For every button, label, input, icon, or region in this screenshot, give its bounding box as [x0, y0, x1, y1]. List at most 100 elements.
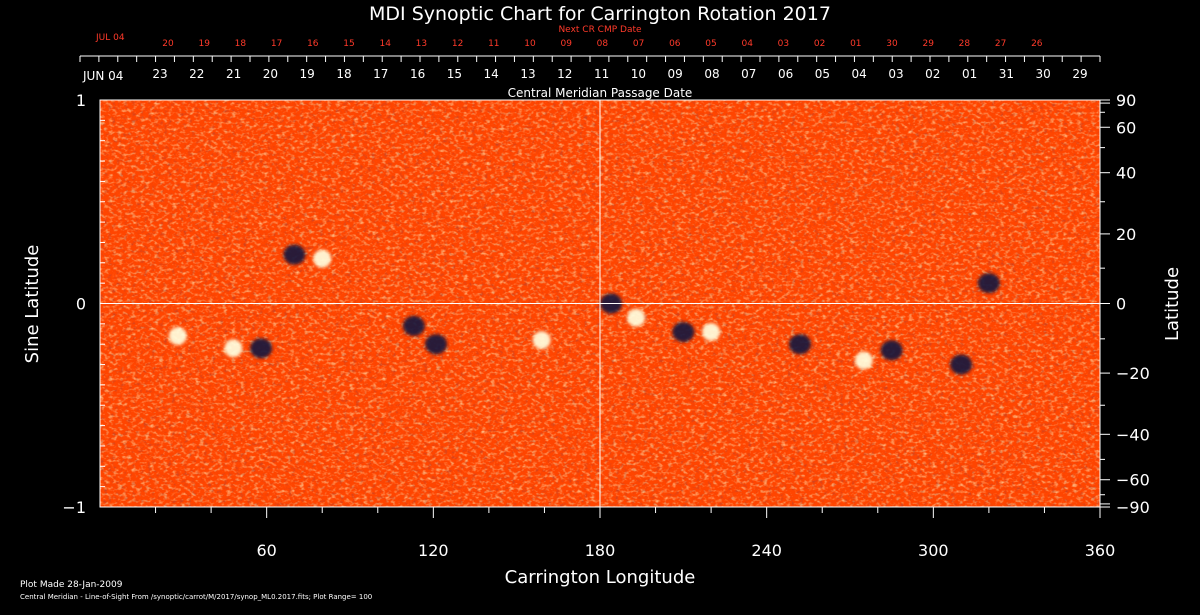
x-tick-label: 60 — [256, 541, 276, 560]
top-tick-label: 06 — [669, 39, 681, 49]
date-tick-label: 31 — [999, 67, 1014, 81]
date-tick-label: 20 — [263, 67, 278, 81]
negative-region — [950, 354, 973, 375]
top-tick-label: 08 — [597, 39, 609, 49]
top-tick-label: 26 — [1031, 39, 1043, 49]
top-tick-label: 30 — [886, 39, 898, 49]
positive-region — [627, 308, 646, 327]
y2-tick-label: 60 — [1116, 118, 1136, 137]
date-axis-label: Central Meridian Passage Date — [508, 86, 693, 100]
top-tick-label: 20 — [162, 39, 174, 49]
x-tick-label: 180 — [585, 541, 616, 560]
negative-region — [880, 340, 903, 361]
x-tick-label: 120 — [418, 541, 449, 560]
plot-made-note: Plot Made 28-Jan-2009 — [20, 580, 123, 590]
negative-region — [425, 334, 448, 355]
x-tick-label: 240 — [751, 541, 782, 560]
date-tick-label: 11 — [594, 67, 609, 81]
y2-tick-label: −20 — [1116, 364, 1150, 383]
y2-tick-label: 90 — [1116, 91, 1136, 110]
date-axis-ticks: 23 22 21 20 19 18 17 16 15 14 13 12 11 10 09 08 07 06 05 04… — [79, 55, 1101, 81]
date-tick-label: 09 — [668, 67, 683, 81]
x-tick-label: 300 — [918, 541, 949, 560]
y2-tick-label: 0 — [1116, 295, 1126, 314]
negative-region — [789, 334, 811, 355]
date-tick-label: 05 — [815, 67, 830, 81]
y-tick-label: 1 — [76, 91, 86, 110]
y2-tick-label: 40 — [1116, 164, 1136, 183]
y2-axis-label: Latitude — [1162, 267, 1183, 341]
positive-region — [168, 327, 187, 346]
top-tick-label: 17 — [271, 39, 282, 49]
negative-region — [977, 273, 1000, 294]
y-tick-label: −1 — [62, 498, 86, 517]
top-tick-label: 19 — [198, 39, 210, 49]
source-note: Central Meridian - Line-of-Sight From /s… — [20, 593, 372, 601]
chart-title: MDI Synoptic Chart for Carrington Rotati… — [369, 3, 831, 25]
date-tick-label: 16 — [410, 67, 425, 81]
map-area — [100, 100, 1100, 507]
top-tick-label: 02 — [814, 39, 825, 49]
date-axis-month: JUN 04 — [82, 69, 123, 83]
date-tick-label: 12 — [557, 67, 572, 81]
positive-region — [313, 249, 332, 268]
negative-region — [672, 321, 695, 342]
date-tick-label: 23 — [152, 67, 167, 81]
date-tick-label: 03 — [888, 67, 903, 81]
top-tick-label: 29 — [922, 39, 934, 49]
y-axis-ticks: −1 0 1 — [62, 91, 110, 517]
date-tick-label: 06 — [778, 67, 793, 81]
date-tick-label: 15 — [447, 67, 462, 81]
date-tick-label: 02 — [925, 67, 940, 81]
x-axis-label: Carrington Longitude — [505, 567, 696, 588]
date-tick-label: 18 — [336, 67, 351, 81]
positive-region — [702, 322, 721, 341]
top-tick-label: 18 — [235, 39, 247, 49]
y2-tick-label: −60 — [1116, 471, 1150, 490]
top-tick-label: 07 — [633, 39, 644, 49]
top-tick-label: 11 — [488, 39, 499, 49]
top-tick-label: 03 — [778, 39, 789, 49]
top-tick-label: 10 — [524, 39, 536, 49]
negative-region — [402, 315, 425, 336]
date-tick-label: 30 — [1036, 67, 1051, 81]
date-tick-label: 10 — [631, 67, 646, 81]
date-tick-label: 08 — [704, 67, 719, 81]
top-tick-label: 04 — [741, 39, 753, 49]
top-tick-label: 05 — [705, 39, 716, 49]
date-tick-label: 21 — [226, 67, 241, 81]
date-tick-label: 22 — [189, 67, 204, 81]
negative-region — [283, 244, 306, 265]
top-axis-month: JUL 04 — [95, 33, 125, 43]
date-tick-label: 01 — [962, 67, 977, 81]
top-tick-label: 12 — [452, 39, 463, 49]
date-tick-label: 19 — [300, 67, 315, 81]
date-tick-label: 13 — [520, 67, 535, 81]
active-regions — [168, 244, 1000, 375]
date-tick-label: 14 — [484, 67, 499, 81]
x-axis-ticks: 60 120 180 240 300 360 — [155, 507, 1116, 560]
top-tick-label: 09 — [560, 39, 572, 49]
date-tick-label: 29 — [1072, 67, 1087, 81]
top-tick-label: 28 — [959, 39, 971, 49]
y2-tick-label: −90 — [1116, 498, 1150, 517]
x-tick-label: 360 — [1085, 541, 1116, 560]
positive-region — [854, 351, 873, 370]
top-tick-label: 16 — [307, 39, 319, 49]
y2-tick-label: −40 — [1116, 425, 1150, 444]
y2-axis-ticks: 90 60 40 20 0 −20 −40 −60 −90 — [1100, 91, 1150, 517]
top-axis-ticks: 20 19 18 17 16 15 14 13 12 11 10 09 08 07 06 05 04 03 02 01… — [162, 39, 1043, 49]
y-tick-label: 0 — [76, 295, 86, 314]
top-axis-label: Next CR CMP Date — [558, 25, 642, 35]
y-axis-label: Sine Latitude — [22, 245, 43, 364]
date-tick-label: 07 — [741, 67, 756, 81]
negative-region — [250, 338, 273, 359]
top-tick-label: 13 — [416, 39, 427, 49]
date-tick-label: 17 — [373, 67, 388, 81]
top-tick-label: 15 — [343, 39, 354, 49]
positive-region — [224, 339, 243, 358]
positive-region — [532, 331, 551, 350]
y2-tick-label: 20 — [1116, 225, 1136, 244]
